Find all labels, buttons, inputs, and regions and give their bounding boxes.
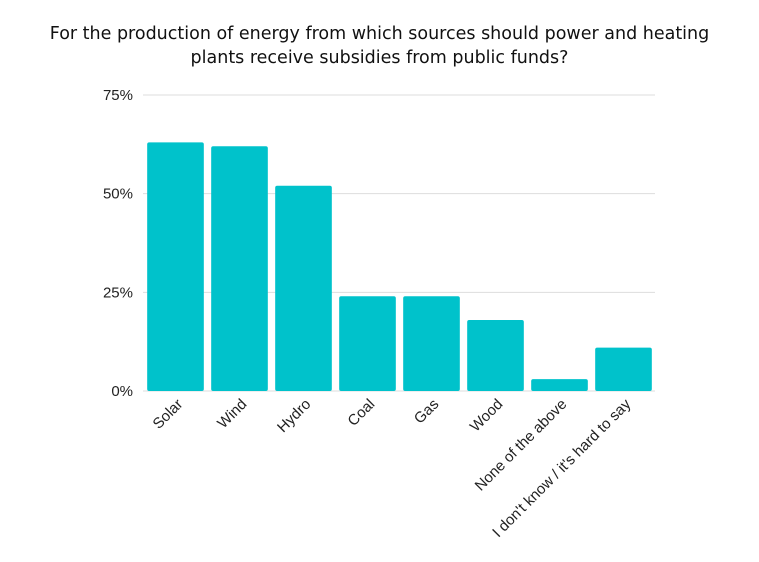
x-category-label: Wind — [214, 396, 250, 432]
y-tick-label: 50% — [103, 186, 133, 203]
x-category-label: Gas — [411, 396, 442, 427]
chart-title: For the production of energy from which … — [0, 22, 759, 70]
bar-3 — [339, 296, 396, 391]
chart-title-line-1: For the production of energy from which … — [49, 24, 710, 44]
bar-0 — [147, 142, 204, 391]
x-category-label: I don't know / it's hard to say — [489, 395, 635, 541]
x-category-label: Hydro — [274, 396, 314, 436]
x-category-label: Solar — [150, 396, 187, 433]
bar-6 — [531, 379, 588, 391]
y-axis-ticks: 0% 25% 50% 75% — [103, 87, 133, 400]
x-category-label: Wood — [467, 396, 507, 436]
x-category-label: Coal — [344, 396, 378, 430]
chart-title-line-2: plants receive subsidies from public fun… — [190, 48, 569, 68]
bar-4 — [403, 296, 460, 391]
y-tick-label: 25% — [103, 284, 133, 301]
y-tick-label: 0% — [111, 383, 133, 400]
bars — [147, 142, 652, 391]
bar-7 — [595, 347, 652, 391]
y-tick-label: 75% — [103, 87, 133, 104]
bar-2 — [275, 185, 332, 391]
bar-5 — [467, 319, 524, 391]
bar-1 — [211, 146, 268, 391]
